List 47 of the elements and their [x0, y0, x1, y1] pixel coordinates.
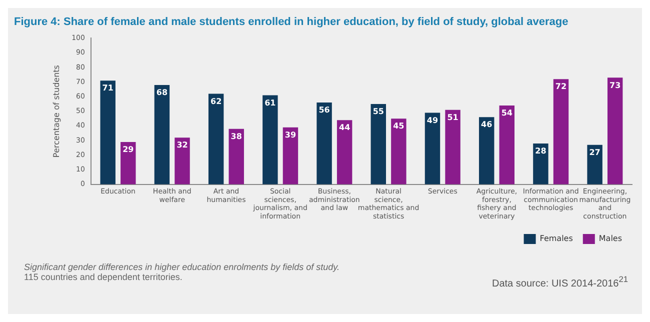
data-label: 54: [501, 108, 513, 118]
data-label: 55: [372, 107, 384, 116]
bar: [154, 84, 170, 184]
bar: [174, 138, 190, 184]
data-label: 32: [176, 140, 188, 150]
bar: [391, 118, 406, 184]
bar: [262, 95, 278, 184]
data-label: 27: [589, 148, 600, 158]
data-label: 71: [102, 84, 114, 93]
legend-label: Males: [598, 234, 622, 244]
bar: [282, 127, 298, 184]
bar: [100, 80, 116, 184]
data-label: 38: [230, 132, 242, 141]
bar: [424, 112, 440, 184]
text: Significant gender differences in higher education enrolments by fields of study.: [24, 262, 340, 272]
bar: [553, 79, 569, 184]
data-label: 28: [535, 146, 547, 156]
chart-title: Figure 4: Share of female and male students enrolled in higher education, by field of study, global average: [13, 15, 570, 28]
legend-label: Females: [540, 234, 573, 244]
data-label: 56: [318, 106, 330, 115]
y-axis-title: Percentage of students: [52, 65, 61, 158]
bar: [587, 144, 602, 184]
data-label: 46: [481, 120, 493, 130]
bar: [533, 143, 548, 184]
bar: [336, 120, 352, 184]
bar: [370, 104, 386, 184]
bar: [445, 110, 460, 184]
data-label: 73: [610, 80, 621, 90]
data-label: 49: [426, 116, 438, 125]
data-label: 39: [284, 130, 296, 140]
data-label: 44: [339, 123, 351, 132]
data-label: 61: [264, 98, 276, 108]
bar: [316, 102, 332, 184]
data-label: 51: [447, 112, 459, 122]
bar: [228, 128, 244, 184]
data-label: 29: [122, 145, 134, 154]
data-label: 68: [156, 88, 168, 98]
data-label: 45: [393, 122, 405, 131]
data-label: 62: [210, 96, 222, 106]
bar: [607, 78, 623, 184]
bar: [208, 94, 224, 184]
bar: [478, 117, 494, 184]
source-note: Data source: UIS 2014-2016$^{21}$: [492, 274, 628, 290]
bar: [120, 142, 136, 184]
text: 115 countries and dependent territories.: [24, 272, 184, 282]
bar: [499, 105, 514, 184]
data-label: 72: [555, 82, 567, 92]
